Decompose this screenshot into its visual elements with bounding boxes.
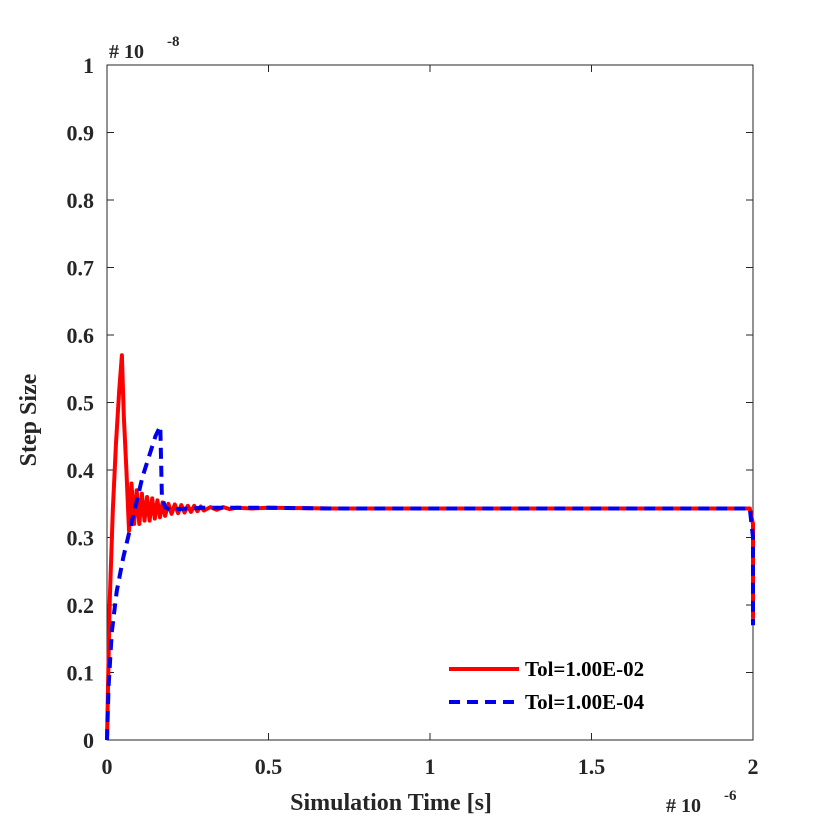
- y-tick-label: 0.6: [67, 323, 95, 348]
- y-tick-label: 0.9: [67, 121, 95, 146]
- y-exponent-power: -8: [167, 34, 180, 50]
- x-tick-label: 1.5: [578, 754, 606, 779]
- series-line-tol-1e-04: [105, 424, 755, 741]
- y-tick-label: 0.5: [67, 391, 95, 416]
- legend-label-tol-1e-02: Tol=1.00E-02: [525, 657, 644, 681]
- y-tick-label: 1: [83, 53, 94, 78]
- x-tick-label: 1: [425, 754, 436, 779]
- y-tick-label: 0.1: [67, 661, 95, 686]
- series-layer: [105, 353, 755, 741]
- x-tick-label: 0.5: [255, 754, 283, 779]
- legend-label-tol-1e-04: Tol=1.00E-04: [525, 690, 645, 714]
- x-tick-label: 2: [748, 754, 759, 779]
- tick-labels: 0 0.5 1 1.5 2 0 0.1 0.2 0.3 0.4 0.5 0.6 0.7 0.8 0.9 1: [67, 53, 759, 779]
- y-tick-label: 0.4: [67, 458, 95, 483]
- legend: Tol=1.00E-02 Tol=1.00E-04: [449, 657, 645, 714]
- y-tick-label: 0.8: [67, 188, 95, 213]
- y-axis-title: Step Size: [16, 373, 42, 466]
- x-axis-title: Simulation Time [s]: [290, 790, 492, 816]
- x-exponent-prefix: # 10: [666, 795, 701, 817]
- y-tick-label: 0.7: [67, 256, 95, 281]
- y-tick-label: 0.2: [67, 593, 95, 618]
- y-tick-label: 0: [83, 728, 94, 753]
- y-exponent-prefix: # 10: [109, 41, 144, 63]
- y-tick-label: 0.3: [67, 526, 95, 551]
- x-exponent-power: -6: [724, 788, 737, 804]
- x-tick-label: 0: [102, 754, 113, 779]
